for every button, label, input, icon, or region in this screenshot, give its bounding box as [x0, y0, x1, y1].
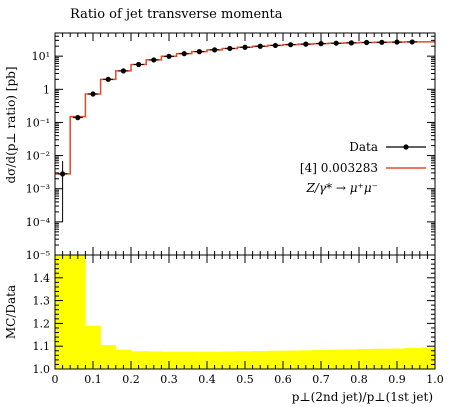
band-bin	[207, 351, 223, 369]
data-point	[318, 41, 324, 47]
data-point	[90, 91, 96, 97]
x-tick-label: 0.7	[312, 373, 330, 386]
x-tick-label: 0	[52, 373, 59, 386]
data-point	[136, 61, 142, 68]
band-bin	[283, 350, 299, 369]
main-y-tick-label: 10⁻⁴	[26, 216, 51, 229]
data-point	[151, 57, 157, 63]
data-point	[288, 42, 294, 48]
data-point	[364, 39, 370, 46]
legend: Data [4] 0.003283 Z/γ* → μ⁺μ⁻	[300, 140, 426, 195]
main-panel: 10⁻⁵ 10⁻⁴ 10⁻³ 10⁻² 10⁻¹ 1 10¹	[26, 32, 436, 262]
legend-marker-data	[403, 144, 409, 150]
data-point	[272, 42, 278, 49]
legend-label-mc: [4] 0.003283	[300, 161, 378, 175]
band-bin	[70, 255, 86, 369]
legend-process-note: Z/γ* → μ⁺μ⁻	[305, 181, 378, 195]
data-point	[409, 39, 415, 45]
data-point	[120, 68, 126, 74]
x-tick-label: 1.0	[426, 373, 444, 386]
band-bin	[267, 350, 284, 369]
band-bin	[146, 351, 162, 369]
chart-title: Ratio of jet transverse momenta	[70, 7, 283, 22]
ratio-y-axis-label: MC/Data	[4, 285, 18, 339]
data-point	[303, 41, 309, 47]
band-bin	[131, 351, 147, 369]
band-bin	[100, 345, 117, 369]
x-tick-label: 0.4	[198, 373, 216, 386]
x-axis-label: p⊥(2nd jet)/p⊥(1st jet)	[292, 390, 433, 404]
x-tick-label: 0.6	[274, 373, 292, 386]
mc-step-line	[55, 41, 435, 175]
band-bin	[389, 348, 405, 369]
data-point	[181, 51, 187, 57]
band-bin	[419, 347, 436, 369]
band-bin	[252, 350, 269, 369]
main-y-tick-label: 1	[43, 83, 50, 96]
ratio-panel: 0 0.1 0.2 0.3 0.4 0.5 0.6 0.7 0.8 0.9 1.0 1.0 1.1 1.2…	[33, 254, 444, 386]
main-y-tick-label: 10⁻²	[26, 150, 50, 163]
band-bin	[176, 351, 193, 369]
x-tick-label: 0.5	[236, 373, 254, 386]
data-point	[166, 53, 172, 59]
x-tick-label: 0.8	[350, 373, 368, 386]
band-bin	[222, 351, 238, 369]
band-bin	[328, 349, 345, 369]
band-bin	[343, 349, 360, 369]
main-frame	[54, 32, 436, 256]
band-bin	[115, 349, 132, 369]
x-tick-label: 0.2	[122, 373, 140, 386]
ratio-y-tick-label: 1.2	[33, 317, 51, 330]
data-point	[242, 44, 248, 50]
ratio-y-tick-label: 1.1	[33, 340, 51, 353]
data-point	[257, 43, 263, 49]
band-bin	[85, 325, 101, 369]
band-bin	[359, 348, 375, 369]
band-bin	[161, 351, 177, 369]
legend-label-data: Data	[349, 140, 378, 154]
band-bin	[237, 351, 253, 369]
band-bin	[404, 348, 421, 369]
data-point	[394, 39, 400, 45]
data-point	[105, 76, 111, 82]
data-point	[227, 45, 233, 52]
main-y-tick-label: 10¹	[32, 50, 50, 63]
main-y-axis-label: dσ/d(p⊥ ratio) [pb]	[4, 66, 18, 183]
data-point	[348, 40, 354, 46]
x-tick-label: 0.3	[160, 373, 178, 386]
x-tick-label: 0.9	[388, 373, 406, 386]
band-bin	[298, 350, 314, 369]
band-bin	[55, 255, 71, 369]
data-point	[212, 47, 218, 53]
data-point	[379, 39, 385, 45]
data-point	[60, 171, 66, 177]
main-y-tick-label: 10⁻¹	[26, 116, 50, 129]
band-bin	[374, 348, 390, 369]
main-y-tick-label: 10⁻³	[26, 183, 50, 196]
band-bin	[313, 350, 329, 369]
ratio-y-tick-label: 1.3	[33, 295, 51, 308]
ratio-y-tick-label: 1.4	[33, 272, 51, 285]
x-tick-label: 0.1	[84, 373, 102, 386]
data-point	[333, 40, 339, 46]
band-bin	[191, 351, 208, 369]
data-point	[196, 49, 202, 55]
ratio-y-tick-label: 1.0	[33, 363, 51, 376]
main-y-tick-label: 10⁻⁵	[26, 249, 50, 262]
data-point	[75, 114, 81, 121]
